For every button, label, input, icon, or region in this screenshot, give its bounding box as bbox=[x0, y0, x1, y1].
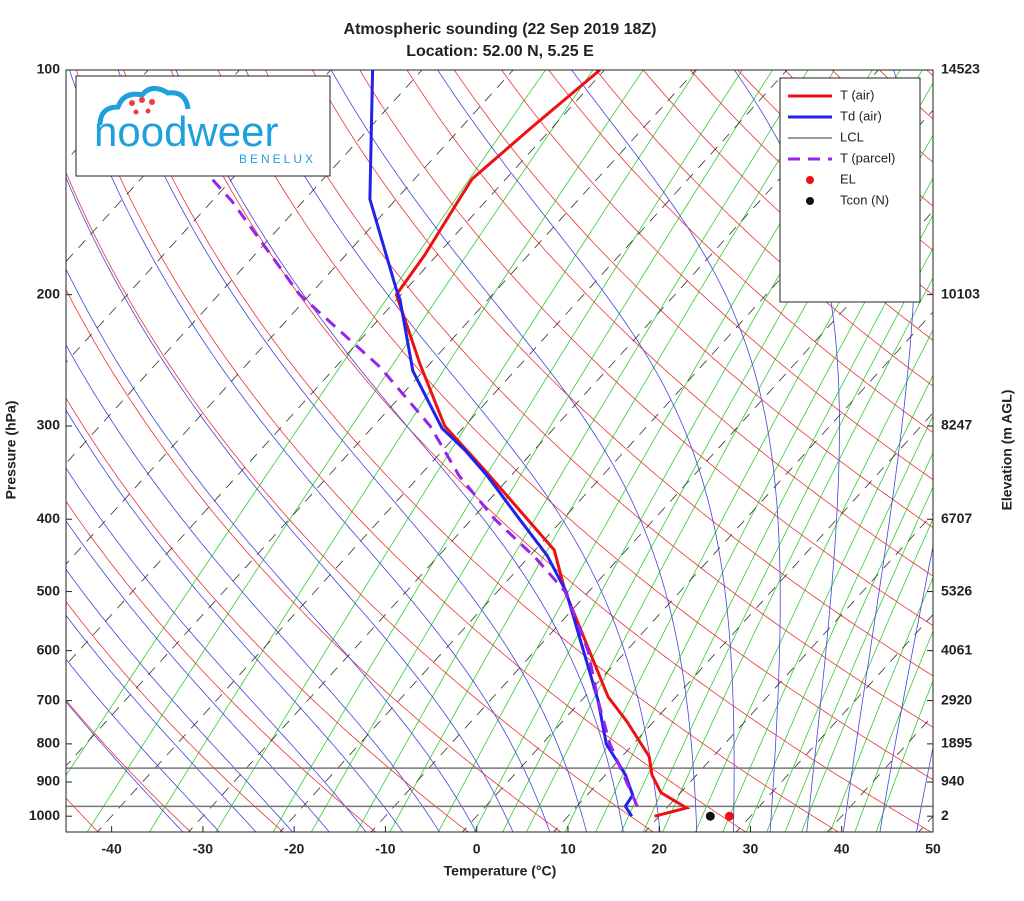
y2-tick-label: 2920 bbox=[941, 691, 972, 707]
x-tick-label: 30 bbox=[743, 841, 759, 857]
point-marker bbox=[725, 812, 734, 821]
y-tick-label: 300 bbox=[37, 417, 61, 433]
y2-tick-label: 5326 bbox=[941, 582, 972, 598]
legend: T (air) Td (air) LCL T (parcel) EL Tcon (N) bbox=[780, 78, 920, 302]
y-tick-label: 100 bbox=[37, 61, 61, 77]
y-tick-label: 700 bbox=[37, 691, 61, 707]
y2-tick-label: 4061 bbox=[941, 641, 972, 657]
y2-tick-label: 940 bbox=[941, 773, 965, 789]
y-tick-label: 800 bbox=[37, 735, 61, 751]
y-tick-label: 1000 bbox=[29, 807, 60, 823]
y-tick-label: 500 bbox=[37, 582, 61, 598]
legend-swatch bbox=[806, 176, 814, 184]
y2-tick-label: 6707 bbox=[941, 510, 972, 526]
legend-swatch bbox=[806, 197, 814, 205]
legend-label: LCL bbox=[840, 129, 864, 144]
x-tick-label: 0 bbox=[473, 841, 481, 857]
y2-axis-label: Elevation (m AGL) bbox=[999, 390, 1015, 511]
legend-label: T (parcel) bbox=[840, 150, 895, 165]
legend-label: T (air) bbox=[840, 87, 874, 102]
y2-tick-label: 10103 bbox=[941, 285, 980, 301]
logo: noodweer BENELUX bbox=[76, 76, 330, 176]
x-tick-label: 40 bbox=[834, 841, 850, 857]
y2-tick-label: 2 bbox=[941, 807, 949, 823]
x-tick-label: -10 bbox=[375, 841, 395, 857]
logo-name: noodweer bbox=[94, 108, 278, 155]
x-tick-label: -40 bbox=[102, 841, 122, 857]
y2-tick-label: 1895 bbox=[941, 735, 972, 751]
y-tick-label: 400 bbox=[37, 510, 61, 526]
x-tick-label: -20 bbox=[284, 841, 304, 857]
y-tick-label: 600 bbox=[37, 641, 61, 657]
legend-label: EL bbox=[840, 171, 856, 186]
point-marker bbox=[706, 812, 715, 821]
y-tick-label: 200 bbox=[37, 285, 61, 301]
chart-subtitle: Location: 52.00 N, 5.25 E bbox=[406, 43, 594, 60]
legend-label: Td (air) bbox=[840, 108, 882, 123]
y2-tick-label: 14523 bbox=[941, 61, 980, 77]
x-tick-label: 50 bbox=[925, 841, 941, 857]
legend-label: Tcon (N) bbox=[840, 192, 889, 207]
x-tick-label: 10 bbox=[560, 841, 576, 857]
logo-region: BENELUX bbox=[239, 152, 316, 166]
x-tick-label: 20 bbox=[651, 841, 667, 857]
y2-tick-label: 8247 bbox=[941, 417, 972, 433]
y-tick-label: 900 bbox=[37, 773, 61, 789]
chart-title: Atmospheric sounding (22 Sep 2019 18Z) bbox=[344, 21, 657, 38]
x-axis-label: Temperature (°C) bbox=[444, 863, 557, 879]
y-axis-label: Pressure (hPa) bbox=[3, 401, 19, 500]
x-tick-label: -30 bbox=[193, 841, 213, 857]
